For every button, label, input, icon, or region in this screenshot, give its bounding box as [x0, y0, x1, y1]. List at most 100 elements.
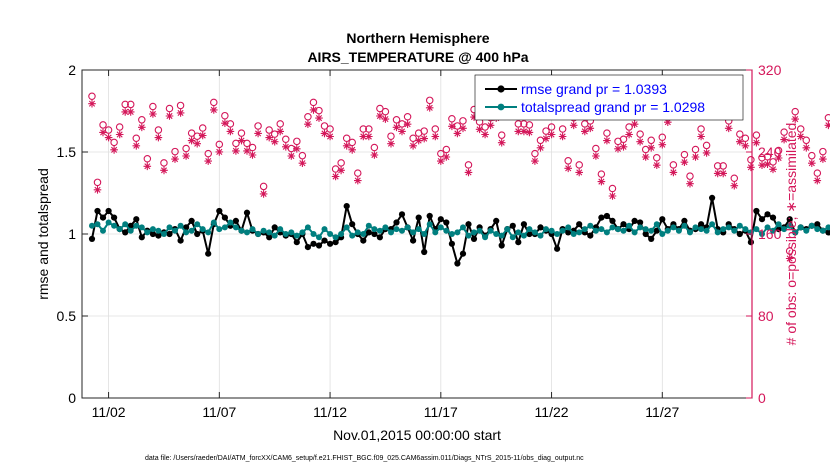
- spread-point: [105, 219, 112, 226]
- rmse-point: [166, 230, 173, 238]
- obs-possible-marker: [691, 145, 700, 154]
- obs-assimilated-marker: [182, 152, 190, 160]
- obs-assimilated-marker: [298, 159, 307, 167]
- spread-point: [327, 231, 334, 237]
- obs-assimilated-marker: [243, 147, 251, 155]
- obs-assimilated-marker: [154, 133, 163, 142]
- spread-point: [127, 227, 134, 234]
- obs-possible-marker: [647, 136, 655, 145]
- spread-point: [316, 234, 322, 241]
- spread-point: [172, 227, 178, 234]
- obs-possible-marker: [210, 98, 218, 107]
- rmse-point: [758, 216, 766, 223]
- obs-possible-marker: [785, 247, 794, 255]
- spread-point: [736, 222, 743, 229]
- obs-assimilated-marker: [691, 153, 700, 161]
- spread-point: [692, 224, 699, 231]
- obs-assimilated-marker: [564, 164, 572, 173]
- obs-possible-marker: [376, 104, 384, 113]
- rmse-point: [315, 242, 323, 249]
- obs-assimilated-marker: [126, 108, 135, 116]
- spread-point: [404, 224, 411, 231]
- rmse-point: [205, 250, 212, 257]
- rmse-point: [177, 237, 184, 244]
- obs-possible-marker: [619, 135, 628, 144]
- obs-possible-marker: [165, 104, 174, 113]
- obs-assimilated-marker: [403, 120, 412, 128]
- y2-tick-label: 0: [758, 390, 766, 406]
- obs-assimilated-marker: [497, 138, 506, 147]
- spread-point: [548, 227, 555, 234]
- obs-possible-marker: [132, 134, 141, 143]
- spread-point: [443, 227, 450, 234]
- obs-possible-marker: [326, 125, 334, 133]
- y-tick-label: 0: [68, 390, 76, 406]
- rmse-point: [554, 245, 561, 252]
- obs-assimilated-marker: [702, 149, 711, 157]
- chart-title: Northern Hemisphere: [346, 30, 489, 46]
- obs-assimilated-marker: [481, 130, 489, 139]
- obs-assimilated-marker: [658, 140, 667, 149]
- spread-point: [149, 226, 156, 233]
- spread-point: [321, 226, 328, 233]
- spread-point: [659, 231, 666, 237]
- obs-possible-marker: [359, 125, 368, 133]
- spread-point: [653, 221, 660, 228]
- rmse-point: [293, 239, 300, 246]
- obs-assimilated-marker: [99, 128, 107, 137]
- y2-tick-label: 160: [758, 226, 782, 242]
- spread-point: [565, 224, 572, 231]
- rmse-point: [216, 207, 223, 215]
- obs-assimilated-marker: [558, 132, 567, 141]
- spread-point: [144, 229, 151, 236]
- spread-point: [371, 226, 378, 233]
- spread-point: [432, 229, 439, 236]
- rmse-point: [310, 240, 317, 247]
- obs-assimilated-marker: [176, 109, 185, 117]
- obs-possible-marker: [215, 140, 224, 149]
- spread-point: [310, 231, 317, 237]
- obs-assimilated-marker: [254, 129, 262, 138]
- spread-point: [244, 229, 250, 236]
- x-tick-label: 11/02: [92, 404, 126, 420]
- obs-assimilated-marker: [315, 114, 323, 122]
- obs-assimilated-marker: [282, 143, 290, 151]
- obs-assimilated-marker: [752, 138, 761, 147]
- spread-point: [559, 227, 566, 234]
- legend-box: [474, 74, 744, 121]
- obs-possible-marker: [204, 149, 212, 158]
- spread-point: [266, 229, 273, 236]
- spread-point: [731, 227, 738, 234]
- obs-assimilated-marker: [464, 168, 473, 177]
- obs-possible-marker: [763, 152, 772, 161]
- obs-assimilated-marker: [448, 122, 456, 131]
- y2-tick-label: 240: [758, 144, 782, 160]
- obs-assimilated-marker: [680, 158, 689, 166]
- spread-point: [183, 229, 190, 236]
- obs-assimilated-marker: [437, 157, 445, 165]
- obs-assimilated-marker: [741, 141, 750, 150]
- spread-point: [570, 231, 577, 237]
- spread-point: [670, 224, 677, 231]
- obs-possible-marker: [497, 131, 506, 139]
- obs-possible-marker: [304, 112, 312, 121]
- rmse-point: [814, 221, 821, 228]
- spread-point: [210, 219, 217, 226]
- rmse-point: [465, 221, 472, 228]
- obs-assimilated-marker: [115, 130, 124, 139]
- obs-assimilated-marker: [387, 139, 395, 148]
- spread-point: [631, 229, 638, 236]
- x-tick-label: 11/17: [424, 404, 458, 420]
- obs-assimilated-marker: [819, 155, 827, 163]
- y2-tick-label: 80: [758, 308, 774, 324]
- obs-possible-marker: [320, 122, 329, 130]
- obs-assimilated-marker: [514, 127, 523, 136]
- obs-assimilated-marker: [337, 166, 345, 175]
- rmse-point: [393, 219, 400, 226]
- spread-point: [188, 227, 195, 234]
- obs-assimilated-marker: [293, 145, 301, 153]
- spread-point: [166, 224, 173, 231]
- rmse-point: [99, 214, 107, 221]
- obs-possible-marker: [680, 150, 689, 159]
